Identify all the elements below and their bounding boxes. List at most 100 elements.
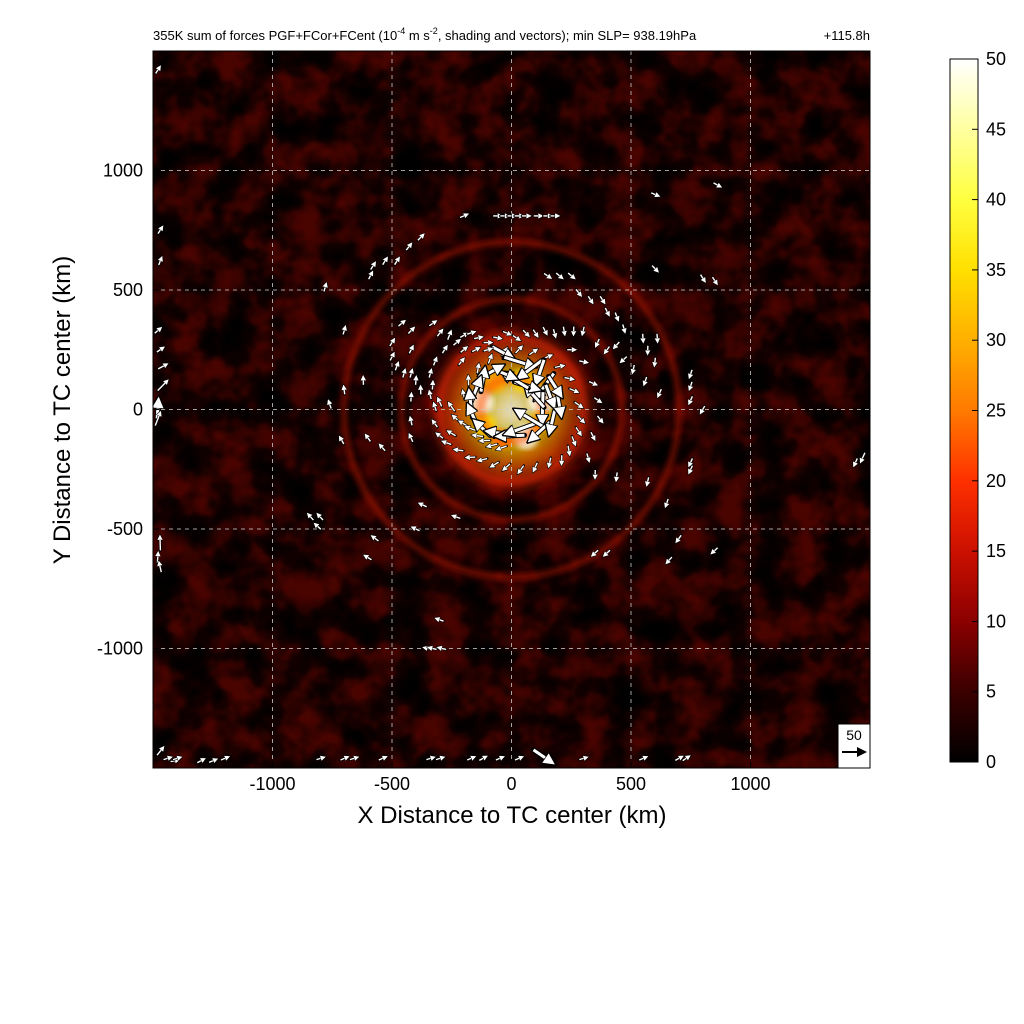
force-vector bbox=[443, 441, 452, 444]
force-vector bbox=[389, 339, 394, 347]
force-vector bbox=[650, 193, 658, 196]
force-vector bbox=[577, 415, 584, 422]
force-vector bbox=[316, 757, 324, 759]
force-vector bbox=[410, 370, 412, 378]
force-vector bbox=[575, 426, 581, 435]
force-vector bbox=[591, 431, 595, 439]
force-vector bbox=[433, 421, 438, 428]
colorbar-tick-label: 15 bbox=[986, 541, 1006, 561]
force-vector bbox=[459, 214, 467, 217]
plot-area bbox=[153, 51, 870, 768]
force-vector bbox=[654, 357, 655, 366]
force-vector bbox=[308, 514, 314, 521]
force-vector bbox=[366, 435, 372, 442]
force-vector bbox=[711, 276, 716, 284]
force-vector bbox=[713, 183, 721, 187]
force-vector bbox=[623, 324, 625, 332]
force-vector bbox=[699, 274, 705, 282]
x-tick-label: 500 bbox=[616, 774, 646, 794]
force-vector bbox=[574, 401, 582, 407]
x-tick-label: 1000 bbox=[730, 774, 770, 794]
force-vector bbox=[436, 618, 444, 621]
force-vector bbox=[434, 358, 437, 366]
force-vector bbox=[493, 337, 501, 339]
force-vector bbox=[495, 757, 503, 760]
force-vector bbox=[676, 534, 682, 541]
force-vector bbox=[861, 452, 866, 462]
force-vector bbox=[394, 258, 399, 266]
force-vector bbox=[478, 459, 488, 461]
force-vector bbox=[458, 359, 464, 366]
force-vector bbox=[491, 345, 511, 358]
axis-ticks: -1000 -500 0 500 1000 -1000 -500 0 500 1000 bbox=[97, 161, 771, 795]
force-vector bbox=[429, 370, 431, 378]
force-vector bbox=[429, 648, 437, 650]
field-ring bbox=[340, 238, 683, 581]
force-vector bbox=[534, 462, 538, 471]
colorbar-tick-label: 40 bbox=[986, 190, 1006, 210]
force-vector bbox=[604, 549, 611, 555]
force-vector bbox=[438, 648, 447, 650]
force-vector bbox=[638, 757, 646, 760]
y-axis-label: Y Distance to TC center (km) bbox=[49, 256, 76, 565]
force-vector bbox=[689, 381, 692, 390]
force-vector bbox=[488, 355, 491, 364]
force-vector bbox=[436, 330, 442, 337]
colorbar: 0 5 10 15 20 25 30 35 40 45 50 bbox=[949, 49, 1006, 772]
force-vector bbox=[473, 435, 484, 436]
force-vector bbox=[343, 327, 345, 335]
force-vector bbox=[553, 328, 555, 337]
force-vector bbox=[605, 346, 611, 353]
force-vector bbox=[154, 328, 161, 334]
force-vector bbox=[349, 757, 358, 759]
force-vector bbox=[689, 369, 692, 378]
colorbar-tick-label: 30 bbox=[986, 330, 1006, 350]
force-vector bbox=[471, 348, 479, 352]
force-vector bbox=[480, 440, 491, 441]
force-vector bbox=[582, 326, 584, 335]
force-vector bbox=[453, 516, 461, 519]
colorbar-tick-label: 20 bbox=[986, 471, 1006, 491]
colorbar-tick-label: 5 bbox=[986, 682, 996, 702]
force-vector bbox=[543, 272, 551, 278]
force-vector bbox=[593, 397, 601, 403]
force-vector bbox=[163, 757, 172, 759]
force-vector bbox=[454, 449, 464, 450]
force-vector bbox=[689, 396, 692, 403]
force-vector bbox=[196, 759, 204, 763]
force-vector bbox=[547, 375, 561, 395]
force-vector bbox=[419, 503, 427, 506]
force-vector bbox=[483, 349, 492, 351]
colorbar-tick-label: 35 bbox=[986, 260, 1006, 280]
force-vector bbox=[682, 756, 690, 762]
force-vector bbox=[712, 547, 719, 553]
force-vector bbox=[689, 458, 692, 465]
x-tick-label: -1000 bbox=[249, 774, 295, 794]
chart-title: 355K sum of forces PGF+FCor+FCent (10-4 … bbox=[153, 26, 697, 43]
force-vector bbox=[370, 263, 375, 270]
force-vector bbox=[410, 418, 412, 426]
force-vector bbox=[318, 514, 324, 521]
force-vector bbox=[564, 378, 573, 380]
field-ring-dark bbox=[348, 246, 675, 573]
force-vector bbox=[473, 337, 482, 339]
force-vector bbox=[157, 553, 158, 563]
force-vector bbox=[390, 353, 394, 361]
force-vector bbox=[453, 340, 459, 346]
force-vector bbox=[157, 227, 162, 234]
force-vector bbox=[519, 359, 543, 377]
force-vector bbox=[532, 329, 537, 337]
force-vector bbox=[503, 463, 511, 470]
force-vector bbox=[220, 757, 228, 760]
force-vector bbox=[579, 757, 587, 759]
force-vector bbox=[434, 403, 437, 412]
colorbar-tick-label: 0 bbox=[986, 752, 996, 772]
force-vector bbox=[518, 465, 525, 473]
force-vector bbox=[667, 556, 673, 563]
force-vector bbox=[572, 436, 575, 444]
force-vector bbox=[575, 288, 581, 295]
force-vector bbox=[438, 398, 442, 407]
force-vector bbox=[157, 364, 167, 370]
force-vector bbox=[378, 757, 386, 760]
